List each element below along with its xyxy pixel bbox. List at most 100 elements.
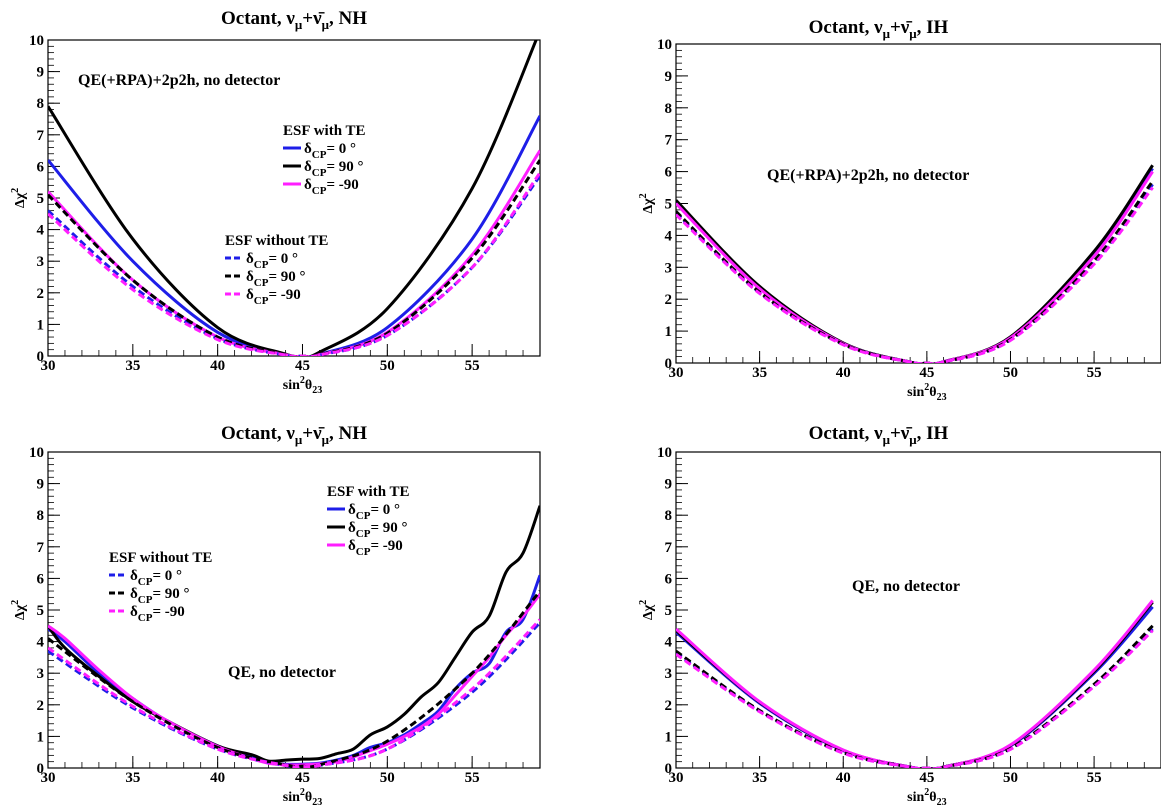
- y-tick-label: 4: [665, 635, 673, 651]
- x-tick-label: 30: [41, 770, 56, 786]
- legend-title: ESF without TE: [225, 233, 328, 249]
- y-tick-label: 5: [665, 197, 673, 213]
- y-tick-label: 3: [37, 666, 45, 682]
- x-axis-label: sin2θ23: [283, 787, 322, 807]
- series-line-without-te--90: [676, 629, 1154, 768]
- series-line-with-te--90: [48, 149, 540, 356]
- series-line-with-te--90: [676, 170, 1154, 363]
- y-tick-label: 4: [37, 635, 45, 651]
- y-tick-label: 2: [37, 286, 45, 302]
- y-tick-label: 10: [29, 33, 44, 49]
- y-axis-label: Δχ2: [638, 193, 656, 213]
- x-tick-label: 40: [836, 770, 851, 786]
- x-tick-label: 30: [669, 365, 684, 381]
- y-tick-label: 5: [665, 603, 673, 619]
- x-tick-label: 40: [836, 365, 851, 381]
- y-axis-label: Δχ2: [638, 600, 656, 620]
- series-line-with-te--90: [676, 599, 1154, 768]
- legend-label: δCP= -90: [246, 287, 301, 307]
- y-tick-label: 8: [665, 508, 673, 524]
- x-tick-label: 55: [465, 770, 480, 786]
- x-axis-label: sin2θ23: [907, 787, 946, 807]
- legend-without-te: ESF without TE δCP= 0 °δCP= 90 °δCP= -90: [225, 233, 328, 307]
- y-tick-label: 7: [665, 133, 673, 149]
- legend-label: δCP= 90 °: [304, 159, 364, 179]
- y-axis-label: Δχ2: [10, 600, 28, 620]
- y-tick-label: 1: [665, 324, 673, 340]
- y-tick-label: 5: [37, 603, 45, 619]
- x-tick-label: 50: [1003, 365, 1018, 381]
- legend-title: ESF without TE: [109, 550, 212, 566]
- x-tick-label: 35: [752, 365, 767, 381]
- y-tick-label: 6: [37, 571, 45, 587]
- y-tick-label: 4: [665, 228, 673, 244]
- legend-label: δCP= 0 °: [130, 568, 182, 588]
- y-tick-label: 6: [665, 165, 673, 181]
- y-tick-label: 8: [37, 96, 45, 112]
- y-tick-label: 2: [665, 292, 673, 308]
- x-tick-label: 45: [919, 770, 934, 786]
- series-line-without-te--90: [48, 618, 540, 768]
- y-tick-label: 1: [37, 729, 45, 745]
- legend-label: δCP= 0 °: [246, 251, 298, 271]
- series-line-without-te-0: [48, 621, 540, 768]
- x-tick-label: 45: [919, 365, 934, 381]
- x-tick-label: 55: [1087, 365, 1102, 381]
- y-tick-label: 8: [37, 508, 45, 524]
- series-line-without-te--90: [676, 186, 1154, 363]
- series-group: [48, 40, 540, 356]
- y-tick-label: 9: [665, 69, 673, 85]
- legend-without-te: ESF without TE δCP= 0 °δCP= 90 °δCP= -90: [109, 550, 212, 624]
- x-tick-label: 35: [125, 358, 140, 374]
- x-tick-label: 45: [295, 770, 310, 786]
- x-tick-label: 30: [669, 770, 684, 786]
- y-tick-label: 4: [37, 223, 45, 239]
- legend-title: ESF with TE: [327, 484, 410, 500]
- x-tick-label: 35: [125, 770, 140, 786]
- x-tick-label: 40: [210, 770, 225, 786]
- y-tick-label: 3: [665, 260, 673, 276]
- y-tick-label: 7: [665, 540, 673, 556]
- y-tick-label: 1: [37, 317, 45, 333]
- panel-annotation: QE(+RPA)+2p2h, no detector: [767, 167, 969, 184]
- x-tick-label: 55: [465, 358, 480, 374]
- legend-label: δCP= 0 °: [348, 502, 400, 522]
- x-axis-label: sin2θ23: [907, 382, 946, 403]
- legend-label: δCP= 90 °: [246, 269, 306, 289]
- legend-label: δCP= -90: [130, 604, 185, 624]
- series-group: [676, 164, 1154, 363]
- y-tick-label: 3: [665, 666, 673, 682]
- y-axis-label: Δχ2: [10, 188, 28, 208]
- x-tick-label: 30: [41, 358, 56, 374]
- series-line-with-te-0: [676, 605, 1154, 768]
- legend-with-te: ESF with TE δCP= 0 °δCP= 90 °δCP= -90: [327, 484, 410, 558]
- series-line-without-te-90: [48, 590, 540, 768]
- series-line-with-te-90: [48, 505, 540, 763]
- y-tick-label: 3: [37, 254, 45, 270]
- plot-frame: [675, 451, 1161, 769]
- y-tick-label: 0: [665, 356, 673, 372]
- plot-frame: [675, 43, 1161, 364]
- y-tick-label: 9: [37, 477, 45, 493]
- y-tick-label: 10: [657, 445, 672, 461]
- series-group: [676, 599, 1154, 768]
- series-line-without-te-90: [48, 159, 540, 356]
- series-line-with-te-90: [48, 40, 538, 356]
- x-tick-label: 50: [380, 770, 395, 786]
- y-tick-label: 1: [665, 729, 673, 745]
- y-tick-label: 8: [665, 101, 673, 117]
- series-line-with-te-0: [48, 115, 540, 356]
- y-tick-label: 0: [665, 761, 673, 777]
- x-tick-label: 55: [1087, 770, 1102, 786]
- x-tick-label: 50: [1003, 770, 1018, 786]
- y-tick-label: 9: [37, 65, 45, 81]
- legend-label: δCP= 90 °: [348, 520, 408, 540]
- y-tick-label: 2: [665, 698, 673, 714]
- x-tick-label: 40: [210, 358, 225, 374]
- series-line-with-te-90: [676, 164, 1154, 363]
- y-tick-label: 7: [37, 128, 45, 144]
